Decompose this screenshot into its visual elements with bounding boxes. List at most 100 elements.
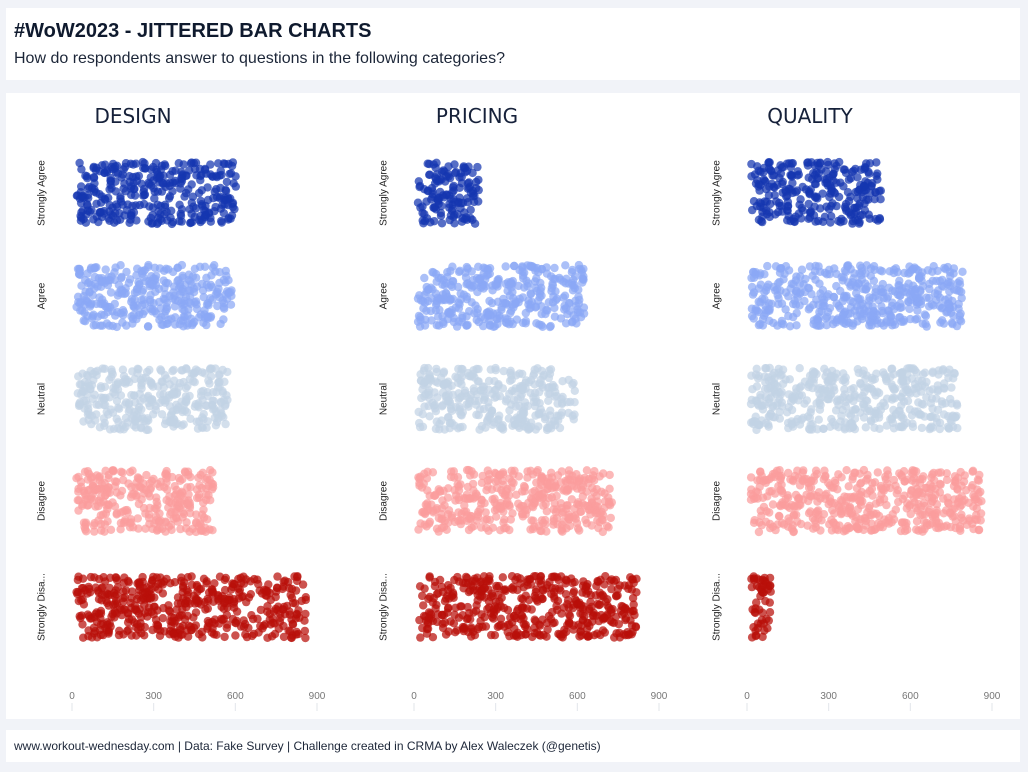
data-point [864,167,873,177]
jitter-bar-pricing-3[interactable] [414,465,616,537]
data-point [614,620,623,629]
data-point [753,176,762,185]
data-point [436,208,445,218]
data-point [752,201,761,211]
data-point [775,512,784,521]
data-point [208,483,218,492]
data-point [522,376,531,385]
data-point [127,312,136,321]
data-point [576,609,585,618]
data-point [481,523,491,533]
data-point [455,577,464,586]
data-point [519,614,528,623]
data-point [230,597,239,606]
jitter-bar-pricing-1[interactable] [413,260,589,332]
data-point [831,421,840,430]
data-point [134,474,143,483]
data-point [793,293,802,302]
data-point [418,591,427,601]
jitter-bar-design-0[interactable] [72,157,240,229]
data-point [285,627,295,636]
data-point [239,616,248,625]
jitter-bar-quality-2[interactable] [746,363,962,435]
data-point [112,216,122,225]
data-point [100,382,110,391]
data-point [419,601,428,610]
jitter-bar-quality-1[interactable] [747,261,967,331]
jitter-bar-pricing-0[interactable] [413,158,483,228]
data-point [473,510,482,519]
data-point [301,633,310,643]
data-point [81,171,90,180]
data-point [447,511,456,520]
data-point [764,412,773,421]
data-point [803,521,812,530]
data-point [220,632,229,642]
jitter-bar-design-2[interactable] [73,364,232,435]
data-point [946,308,956,317]
data-point [435,575,445,585]
data-point [590,476,599,485]
data-point [220,200,229,209]
data-point [462,614,472,624]
data-point [105,375,114,384]
category-label: Agree [37,282,48,309]
data-point [917,423,927,433]
data-point [164,265,173,274]
data-point [491,363,500,373]
data-point [505,291,515,300]
data-point [775,414,784,423]
data-point [185,498,194,508]
data-point [859,366,868,375]
data-point [208,405,218,414]
data-point [507,477,516,487]
jitter-bar-pricing-4[interactable] [415,572,641,642]
data-point [933,405,943,415]
jitter-bar-quality-3[interactable] [746,465,986,537]
data-point [500,515,509,524]
data-point [121,506,130,515]
data-point [80,377,90,387]
data-point [869,276,879,285]
data-point [459,290,469,299]
data-point [838,296,847,306]
data-point [137,405,146,414]
data-point [534,268,543,277]
data-point [127,631,136,640]
data-point [413,198,423,207]
data-point [570,398,579,407]
data-point [478,622,487,632]
data-point [421,500,430,509]
data-point [948,296,957,306]
jitter-bar-design-3[interactable] [72,466,218,537]
jitter-bar-quality-0[interactable] [747,157,885,228]
data-point [559,277,568,286]
data-point [198,633,207,642]
data-point [531,616,540,626]
data-point [936,480,945,489]
data-point [77,281,86,290]
data-point [876,266,885,275]
jitter-bar-pricing-2[interactable] [414,363,580,435]
data-point [175,622,185,632]
data-point [119,371,129,381]
data-point [761,392,770,402]
data-point [138,157,147,167]
data-point [220,304,229,313]
data-point [770,191,779,200]
data-point [222,623,231,633]
data-point [92,199,101,208]
data-point [939,410,949,419]
jitter-bar-design-1[interactable] [72,260,236,332]
jitter-bar-design-4[interactable] [72,572,310,643]
data-point [527,516,536,525]
data-point [748,385,757,394]
data-point [506,308,515,318]
data-point [97,590,107,599]
data-point [481,508,490,517]
data-point [258,624,267,633]
category-label: Neutral [37,383,48,415]
data-point [138,287,147,296]
data-point [430,581,440,591]
data-point [470,219,480,228]
